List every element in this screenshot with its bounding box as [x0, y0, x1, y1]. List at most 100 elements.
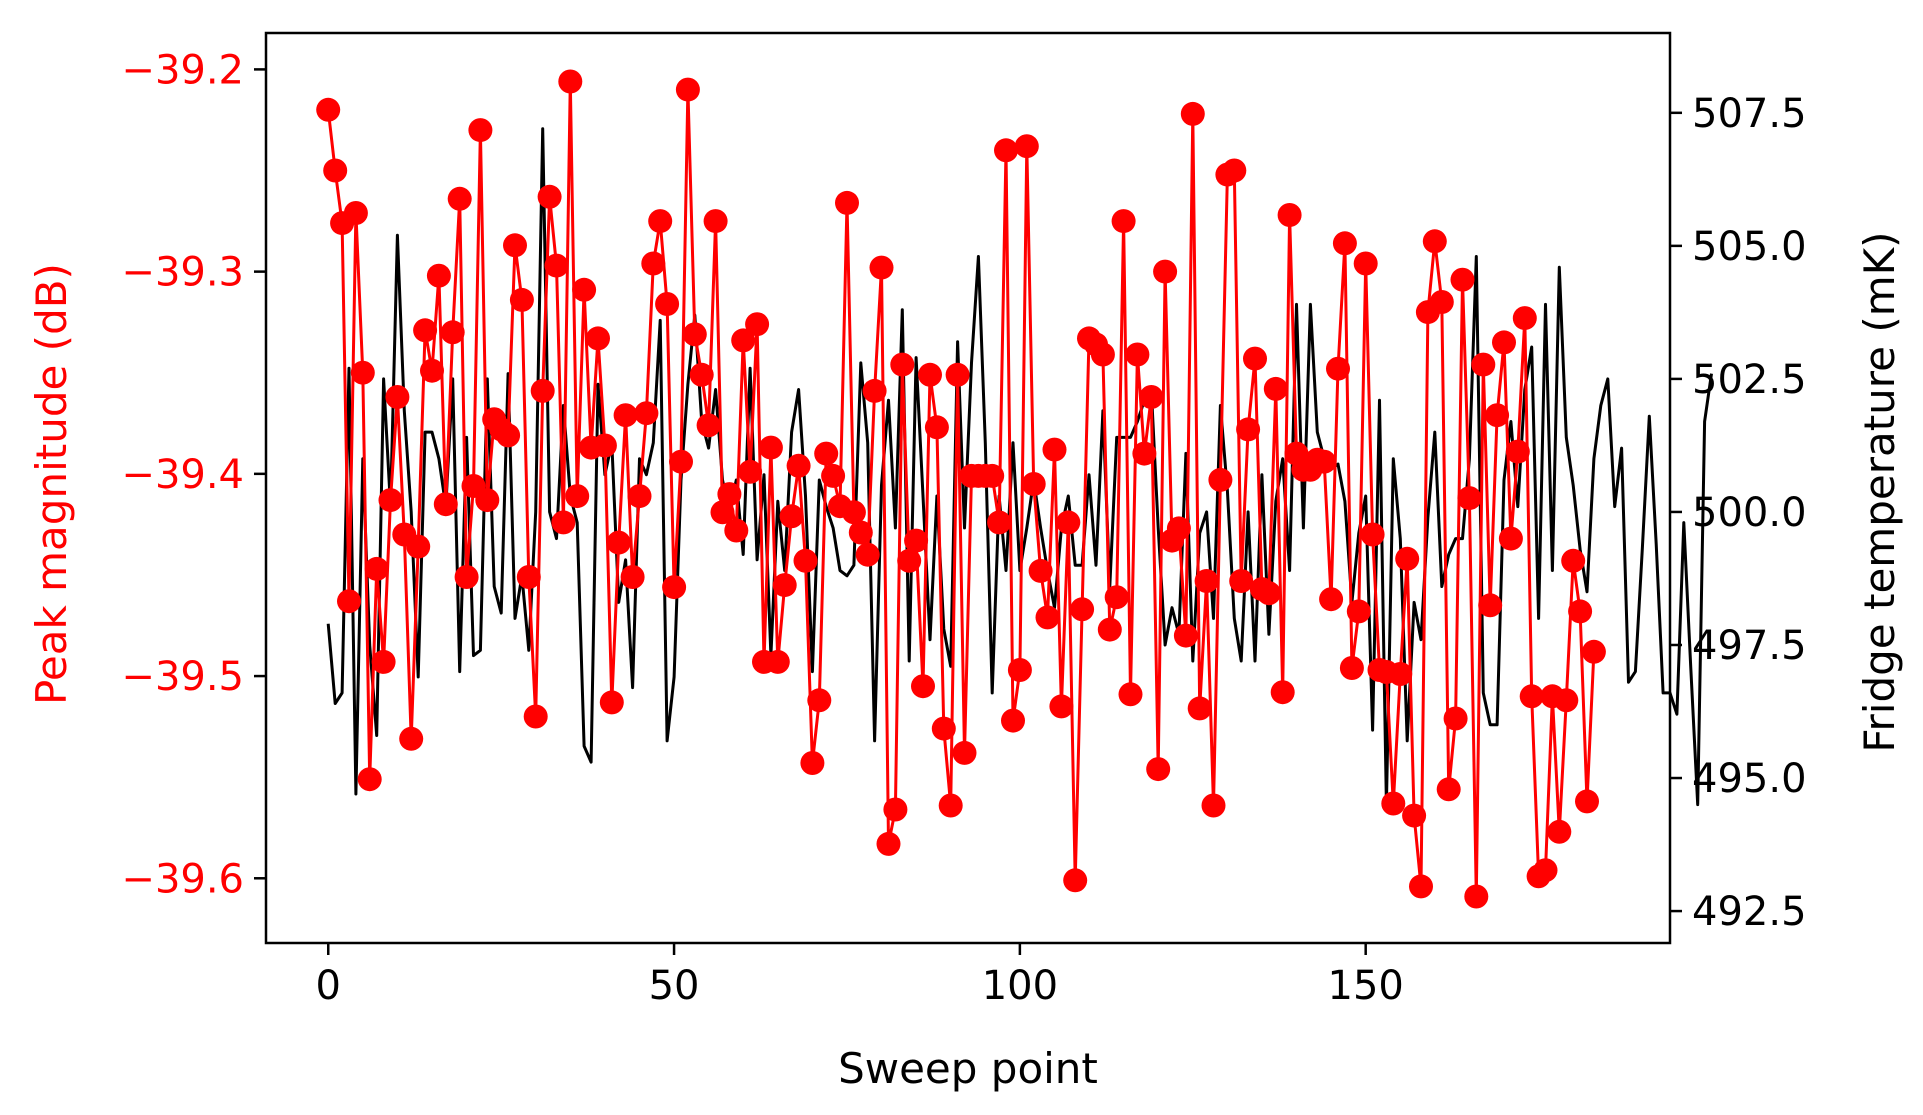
magnitude-point [1187, 696, 1212, 721]
magnitude-point [634, 401, 659, 426]
magnitude-point [1395, 546, 1420, 571]
magnitude-point [855, 542, 880, 567]
magnitude-point [911, 674, 935, 699]
y-right-tick-label: 497.5 [1692, 623, 1807, 669]
magnitude-point [897, 548, 922, 573]
magnitude-point [648, 209, 673, 234]
magnitude-point [364, 556, 389, 581]
magnitude-point [1326, 356, 1350, 381]
magnitude-point [1533, 858, 1558, 883]
magnitude-point [316, 97, 341, 122]
magnitude-point [1111, 209, 1136, 234]
magnitude-point [1042, 437, 1067, 462]
magnitude-point [406, 534, 431, 559]
magnitude-point [1243, 346, 1267, 371]
magnitude-point [613, 403, 638, 428]
magnitude-point [655, 292, 680, 316]
magnitude-point [599, 690, 624, 715]
y-right-tick-label: 492.5 [1692, 889, 1807, 935]
magnitude-point [1236, 417, 1261, 442]
magnitude-point [530, 378, 555, 403]
magnitude-point [1139, 385, 1164, 409]
magnitude-point [938, 793, 963, 818]
x-tick-label: 150 [1328, 963, 1404, 1009]
magnitude-point [931, 716, 956, 741]
magnitude-point [1014, 134, 1039, 159]
magnitude-point [876, 831, 901, 856]
magnitude-point [1505, 439, 1530, 464]
magnitude-point [1049, 694, 1074, 719]
magnitude-point [1561, 548, 1586, 573]
magnitude-point [1519, 684, 1544, 709]
magnitude-point [1125, 342, 1150, 367]
magnitude-point [1464, 884, 1489, 909]
magnitude-point [1388, 662, 1413, 686]
magnitude-point [669, 449, 693, 474]
magnitude-point [385, 385, 410, 409]
magnitude-point [1346, 599, 1371, 624]
magnitude-point [620, 565, 645, 589]
magnitude-point [337, 589, 361, 614]
x-tick-label: 100 [982, 963, 1058, 1009]
magnitude-point [1471, 352, 1496, 377]
y-right-tick-label: 507.5 [1692, 91, 1807, 137]
y-right-tick-label: 502.5 [1692, 357, 1807, 403]
magnitude-line [326, 80, 1596, 898]
magnitude-point [606, 530, 631, 555]
magnitude-point [1229, 569, 1254, 593]
magnitude-point [1146, 757, 1171, 782]
magnitude-point [1353, 251, 1378, 276]
magnitude-point [551, 510, 576, 535]
magnitude-point [994, 138, 1018, 163]
magnitude-point [1498, 526, 1523, 551]
magnitude-point [350, 360, 375, 385]
y-right-tick-label: 495.0 [1692, 756, 1807, 802]
magnitude-point [1402, 803, 1427, 828]
magnitude-point [1263, 376, 1288, 401]
magnitude-point [413, 318, 438, 343]
magnitude-point [952, 740, 977, 765]
magnitude-point [918, 362, 942, 387]
magnitude-point [523, 704, 548, 729]
magnitude-point [1409, 874, 1433, 899]
magnitude-point [1512, 306, 1537, 331]
magnitude-point [641, 251, 666, 276]
y-right-tick-label: 500.0 [1692, 490, 1807, 536]
magnitude-point [689, 362, 714, 387]
series-layer [316, 69, 1713, 909]
magnitude-point [1457, 486, 1482, 511]
magnitude-point [1035, 605, 1060, 630]
magnitude-point [516, 565, 541, 589]
magnitude-point [731, 328, 756, 353]
y-left-tick-label: −39.4 [121, 452, 244, 498]
magnitude-point [682, 322, 707, 347]
axes-layer: 0 50 100 150 −39.6 −39.5 −39.4 −39.3 −39.2 492.5 4… [121, 31, 1807, 1009]
magnitude-point [1339, 656, 1364, 680]
magnitude-point [1554, 688, 1579, 713]
plot-frame [264, 31, 1672, 945]
magnitude-point [1021, 472, 1046, 496]
magnitude-point [945, 362, 970, 387]
magnitude-point [1270, 680, 1295, 705]
magnitude-point [592, 433, 617, 458]
y-left-tick-label: −39.3 [121, 250, 244, 296]
magnitude-point [1450, 267, 1475, 292]
magnitude-point [779, 504, 804, 529]
magnitude-point [1277, 203, 1302, 227]
magnitude-point [835, 190, 859, 215]
magnitude-point [724, 518, 749, 543]
magnitude-point [765, 649, 790, 674]
magnitude-point [987, 510, 1012, 535]
y-left-tick-label: −39.2 [121, 47, 244, 93]
magnitude-point [1153, 259, 1178, 284]
magnitude-point [793, 548, 818, 573]
magnitude-point [1429, 290, 1454, 314]
x-tick-label: 0 [316, 963, 341, 1009]
magnitude-point [1381, 791, 1406, 816]
magnitude-point [496, 423, 521, 448]
magnitude-point [420, 358, 444, 383]
magnitude-point [454, 565, 479, 589]
x-tick-label: 50 [649, 963, 700, 1009]
magnitude-point [1319, 587, 1344, 612]
